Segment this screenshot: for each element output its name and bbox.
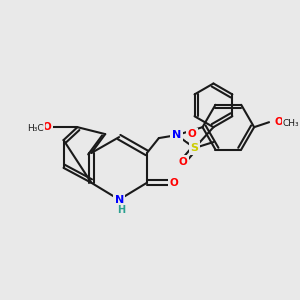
Text: O: O — [274, 117, 283, 127]
Text: CH₃: CH₃ — [283, 119, 299, 128]
Text: H₃C: H₃C — [27, 124, 44, 133]
Text: O: O — [187, 129, 196, 139]
Text: O: O — [169, 178, 178, 188]
Text: H: H — [117, 205, 125, 214]
Text: S: S — [190, 143, 199, 153]
Text: N: N — [115, 195, 124, 205]
Text: O: O — [178, 157, 187, 167]
Text: N: N — [172, 130, 181, 140]
Text: O: O — [42, 122, 51, 132]
